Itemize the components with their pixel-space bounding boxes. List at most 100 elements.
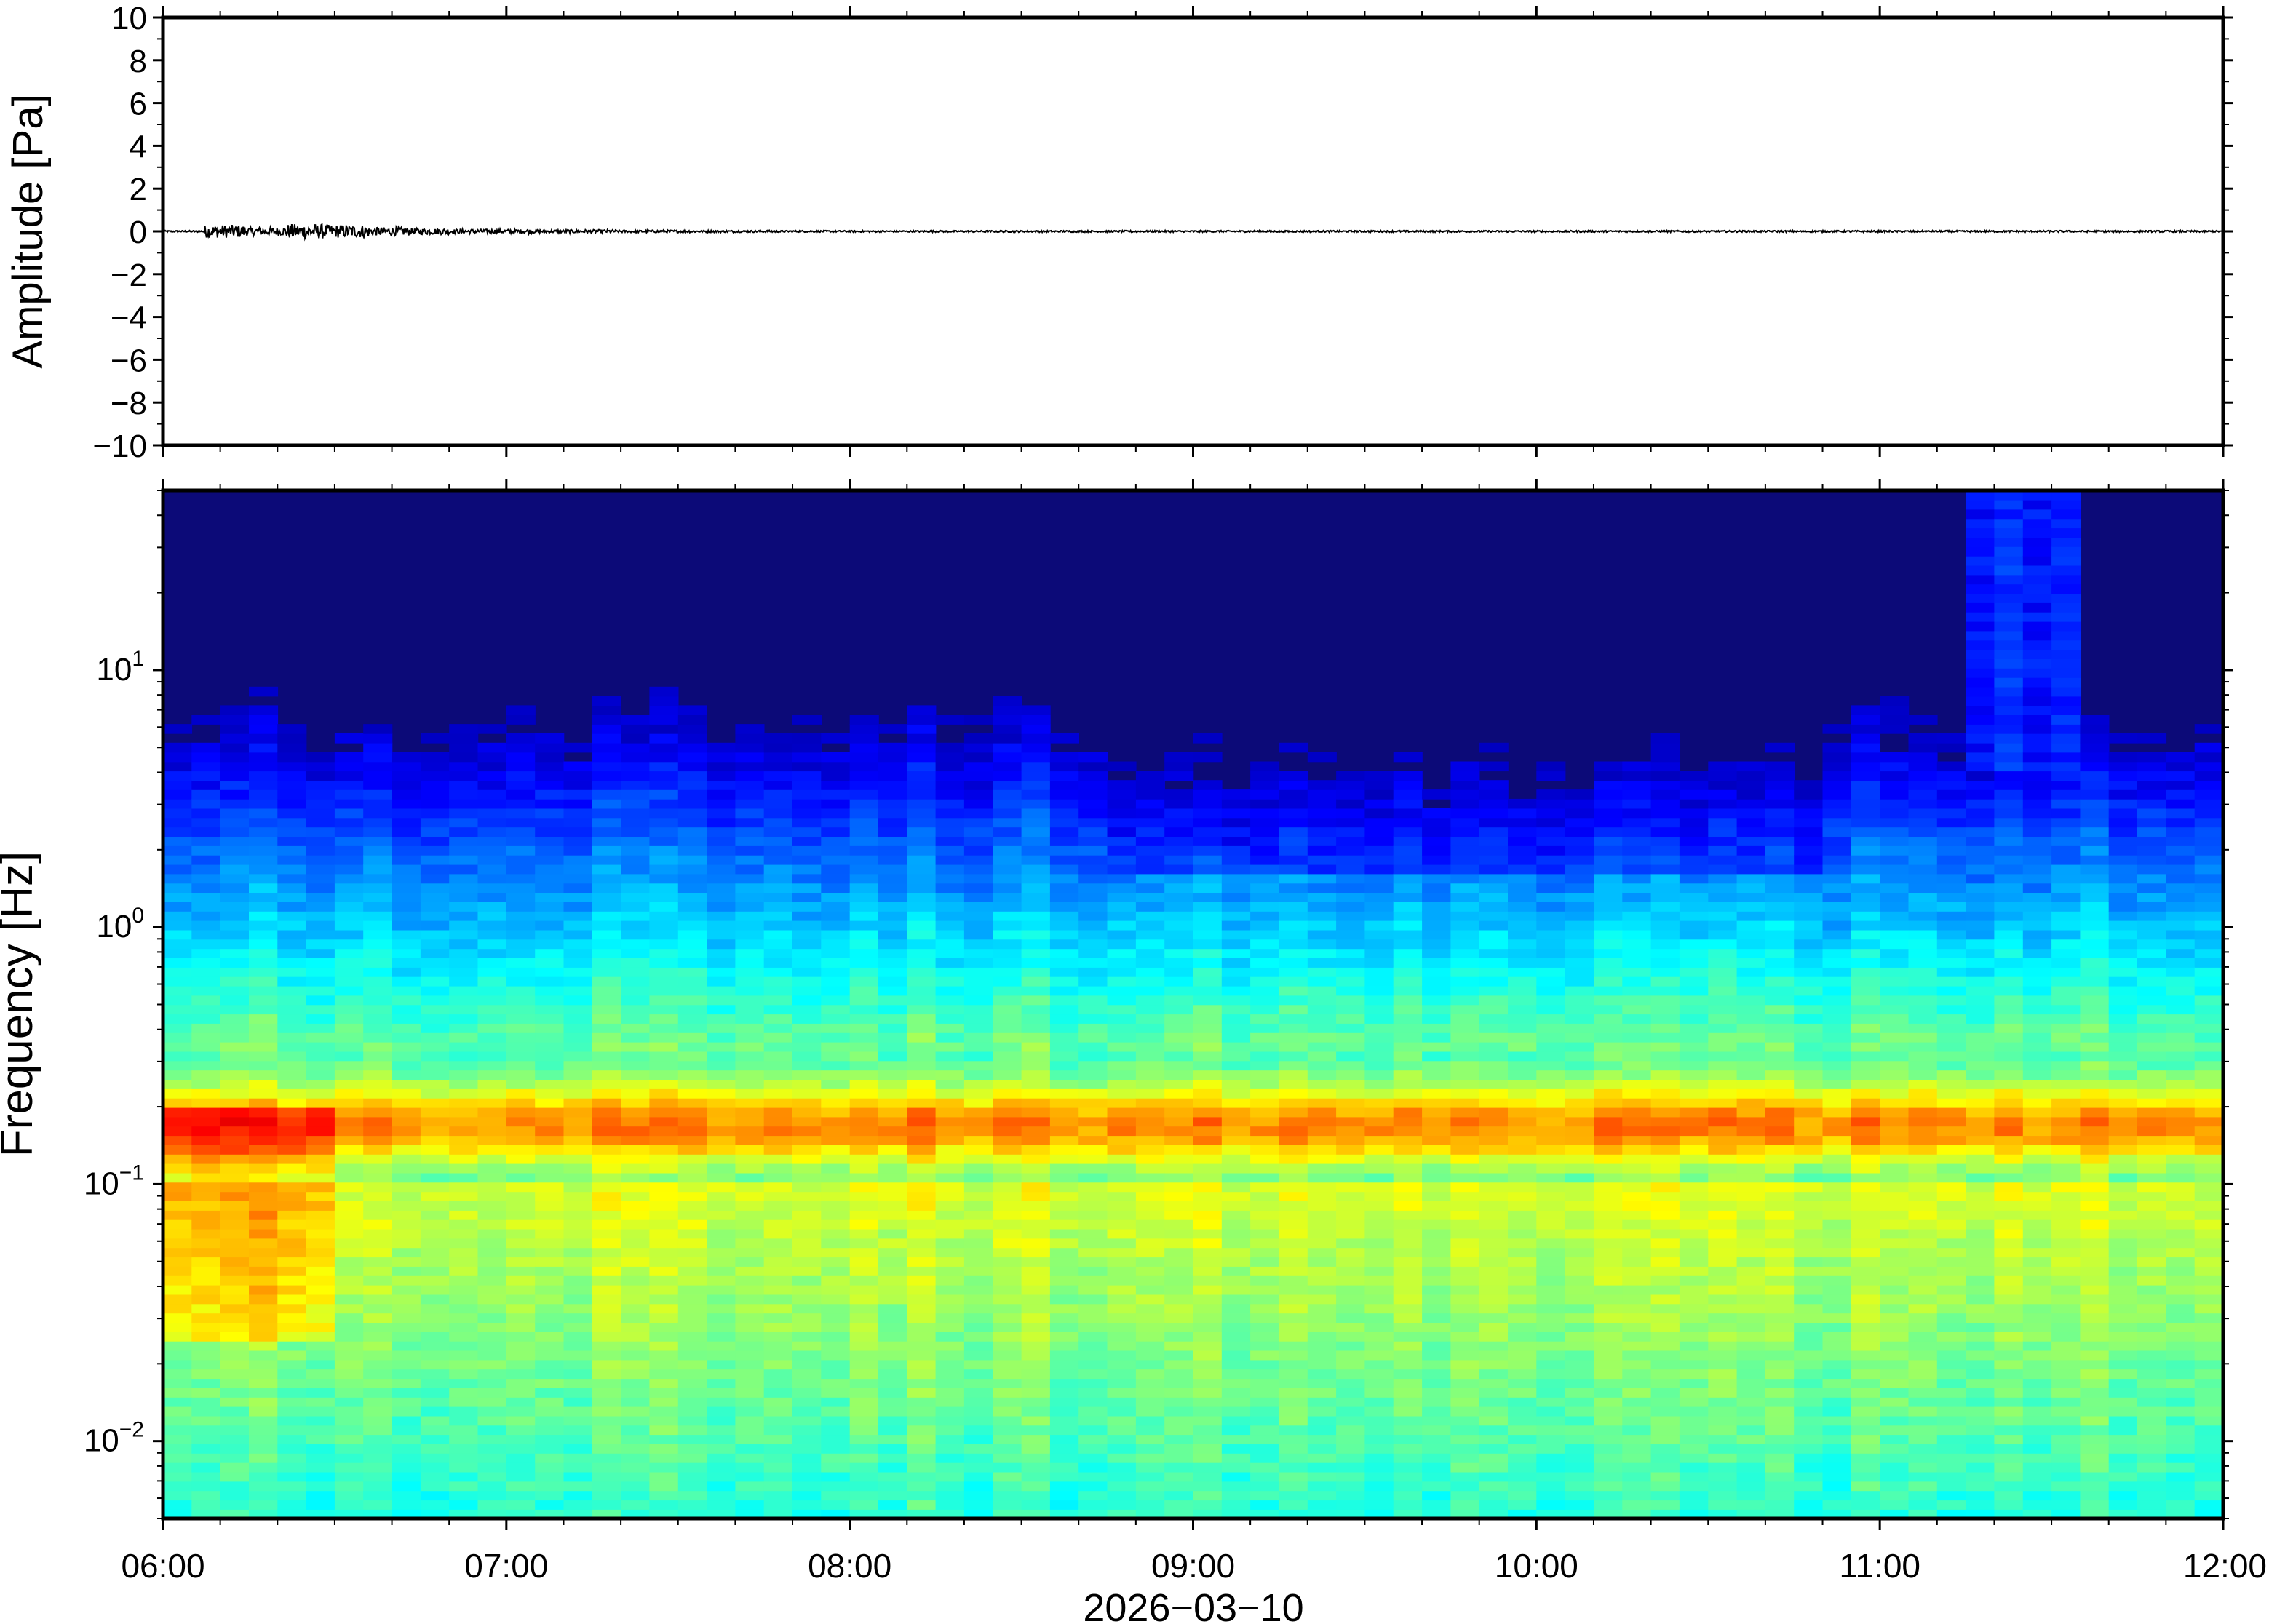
spectrogram-cell (1822, 1369, 1852, 1380)
spectrogram-cell (621, 1500, 651, 1510)
spectrogram-cell (1078, 873, 1108, 884)
spectrogram-cell (649, 1060, 679, 1071)
spectrogram-cell (1307, 1228, 1337, 1239)
spectrogram-cell (477, 855, 507, 865)
spectrogram-cell (1221, 1415, 1251, 1426)
spectrogram-cell (1622, 1191, 1652, 1201)
spectrogram-cell (535, 1425, 565, 1436)
spectrogram-cell (1164, 1219, 1194, 1230)
spectrogram-cell (993, 1014, 1022, 1024)
spectrogram-cell (1250, 1145, 1280, 1155)
spectrogram-cell (1393, 1219, 1423, 1230)
spectrogram-cell (1450, 1462, 1480, 1473)
spectrogram-cell (1508, 1350, 1538, 1361)
spectrogram-cell (191, 1294, 221, 1305)
spectrogram-cell (1193, 1434, 1223, 1444)
spectrogram-cell (392, 1004, 421, 1015)
spectrogram-cell (563, 985, 593, 996)
spectrogram-cell (1422, 1145, 1452, 1155)
spectrogram-cell (363, 958, 393, 968)
spectrogram-cell (306, 1257, 335, 1267)
spectrogram-cell (963, 948, 993, 958)
spectrogram-cell (1049, 892, 1079, 902)
spectrogram-cell (763, 1201, 793, 1211)
spectrogram-cell (1279, 1359, 1308, 1370)
spectrogram-cell (1364, 1509, 1394, 1518)
spectrogram-cell (334, 1070, 364, 1080)
spectrogram-cell (878, 1238, 908, 1249)
spectrogram-cell (1279, 827, 1308, 837)
spectrogram-cell (792, 1303, 822, 1314)
spectrogram-cell (1450, 1060, 1480, 1071)
spectrogram-cell (1078, 817, 1108, 828)
spectrogram-cell (677, 920, 707, 931)
spectrogram-cell (1049, 1266, 1079, 1276)
spectrogram-cell (592, 733, 621, 744)
spectrogram-cell (1078, 1135, 1108, 1145)
spectrogram-cell (1021, 1135, 1051, 1145)
spectrogram-cell (392, 892, 421, 902)
spectrogram-cell (1765, 1135, 1795, 1145)
spectrogram-cell (1765, 1425, 1795, 1436)
spectrogram-cell (1107, 1500, 1137, 1510)
spectrogram-cell (163, 1322, 193, 1332)
spectrogram-cell (1422, 789, 1452, 800)
spectrogram-cell (1765, 1210, 1795, 1220)
spectrogram-cell (1164, 827, 1194, 837)
spectrogram-cell (277, 1182, 307, 1193)
spectrogram-cell (1250, 1257, 1280, 1267)
spectrogram-cell (1049, 1135, 1079, 1145)
spectrogram-cell (449, 985, 479, 996)
spectrogram-cell (1422, 967, 1452, 977)
spectrogram-cell (1393, 1303, 1423, 1314)
spectrogram-cell (621, 883, 651, 893)
spectrogram-cell (1107, 1294, 1137, 1305)
spectrogram-cell (1021, 901, 1051, 912)
spectrogram-cell (1021, 920, 1051, 931)
spectrogram-cell (935, 752, 965, 763)
spectrogram-cell (878, 1172, 908, 1183)
spectrogram-cell (735, 1322, 765, 1332)
spectrogram-cell (821, 1070, 851, 1080)
spectrogram-cell (392, 798, 421, 809)
spectrogram-cell (1307, 1163, 1337, 1174)
spectrogram-cell (1536, 1340, 1566, 1351)
spectrogram-cell (707, 864, 736, 875)
spectrogram-cell (907, 939, 937, 950)
spectrogram-cell (1479, 808, 1509, 819)
spectrogram-cell (1049, 939, 1079, 950)
spectrogram-cell (535, 1014, 565, 1024)
spectrogram-cell (907, 1388, 937, 1398)
spectrogram-cell (1193, 1135, 1223, 1145)
spectrogram-cell (1708, 929, 1738, 940)
spectrogram-cell (449, 1453, 479, 1463)
spectrogram-cell (1193, 883, 1223, 893)
spectrogram-cell (1164, 1332, 1194, 1342)
spectrogram-cell (1650, 827, 1680, 837)
spectrogram-cell (1736, 1079, 1766, 1089)
spectrogram-cell (392, 976, 421, 987)
spectrogram-cell (993, 1238, 1022, 1249)
spectrogram-cell (1364, 1182, 1394, 1193)
spectrogram-cell (1135, 1471, 1165, 1482)
spectrogram-cell (563, 1350, 593, 1361)
spectrogram-cell (707, 901, 736, 912)
spectrogram-cell (792, 1182, 822, 1193)
spectrogram-cell (993, 1032, 1022, 1043)
spectrogram-cell (363, 892, 393, 902)
spectrogram-cell (1650, 1154, 1680, 1164)
spectrogram-cell (249, 976, 279, 987)
spectrogram-cell (1479, 1032, 1509, 1043)
spectrogram-cell (1450, 1126, 1480, 1137)
spectrogram-cell (1135, 1079, 1165, 1089)
spectrogram-cell (592, 1070, 621, 1080)
spectrogram-cell (1250, 958, 1280, 968)
spectrogram-cell (993, 715, 1022, 725)
spectrogram-cell (907, 1070, 937, 1080)
spectrogram-cell (249, 1453, 279, 1463)
spectrogram-cell (735, 892, 765, 902)
spectrogram-cell (849, 1406, 879, 1417)
spectrogram-cell (1822, 1210, 1852, 1220)
spectrogram-cell (563, 1051, 593, 1062)
spectrogram-cell (563, 1332, 593, 1342)
